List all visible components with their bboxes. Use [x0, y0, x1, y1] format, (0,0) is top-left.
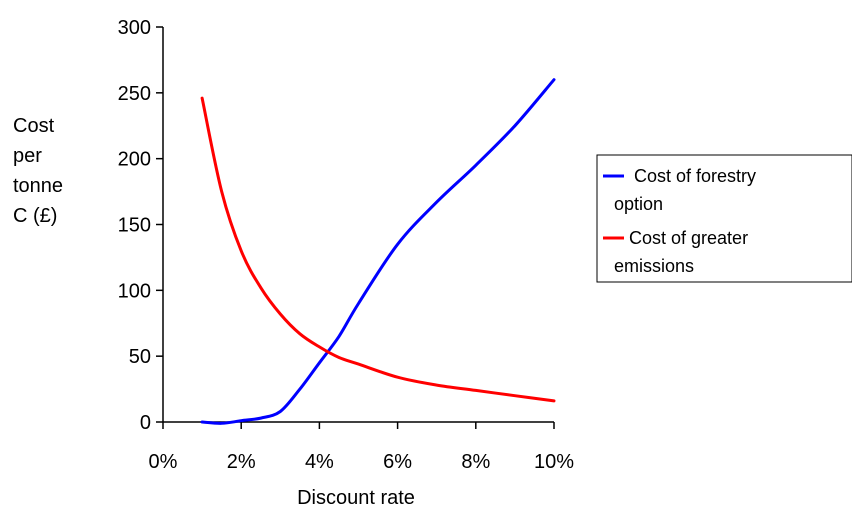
y-tick-label: 250 — [118, 83, 151, 105]
legend-entry-emissions: Cost of greater emissions — [603, 228, 748, 276]
y-axis-title-line: C (£) — [13, 205, 57, 227]
y-tick-label: 300 — [118, 17, 151, 39]
x-ticks: 0% 2% 4% 6% 8% 10% — [149, 422, 574, 473]
y-tick-label: 50 — [129, 346, 151, 368]
y-tick-label: 200 — [118, 149, 151, 171]
x-tick-label: 0% — [149, 451, 178, 473]
series-line-forestry — [200, 78, 556, 425]
legend-label-forestry-line2: option — [614, 194, 663, 214]
y-axis-title: Cost per tonne C (£) — [13, 115, 63, 227]
legend: Cost of forestry option Cost of greater … — [596, 154, 852, 283]
legend-entry-forestry: Cost of forestry option — [603, 166, 756, 214]
series-layer — [200, 78, 556, 425]
legend-label-emissions-line2: emissions — [614, 256, 694, 276]
legend-label-forestry-line1: Cost of forestry — [629, 166, 756, 186]
y-axis-title-line: tonne — [13, 175, 63, 197]
plot-area: 0 50 100 150 200 250 300 0% 2% 4% 6% 8% 10% — [118, 17, 575, 473]
x-axis-title: Discount rate — [297, 487, 415, 509]
x-tick-label: 10% — [534, 451, 574, 473]
y-axis-title-line: per — [13, 145, 42, 167]
legend-box — [596, 154, 852, 283]
y-axis-title-line: Cost — [13, 115, 55, 137]
y-tick-label: 0 — [140, 412, 151, 434]
x-tick-label: 2% — [227, 451, 256, 473]
x-tick-label: 8% — [461, 451, 490, 473]
x-tick-label: 4% — [305, 451, 334, 473]
y-tick-label: 100 — [118, 280, 151, 302]
series-line-emissions — [200, 96, 556, 403]
x-tick-label: 6% — [383, 451, 412, 473]
y-ticks: 0 50 100 150 200 250 300 — [118, 17, 163, 434]
y-tick-label: 150 — [118, 215, 151, 237]
legend-label-emissions-line1: Cost of greater — [629, 228, 748, 248]
